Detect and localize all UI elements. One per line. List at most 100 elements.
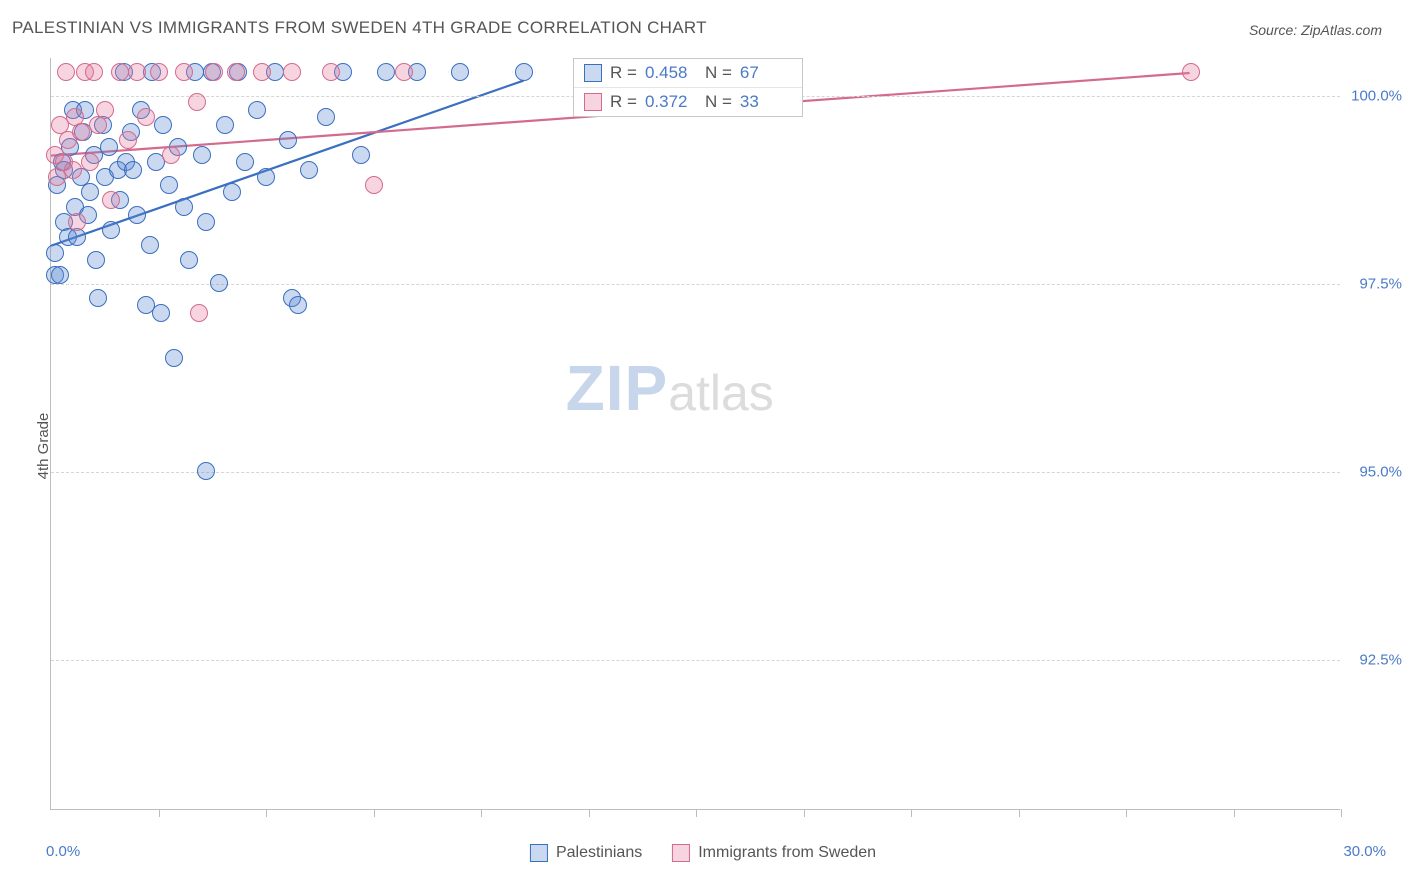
y-tick-label: 97.5% [1359, 275, 1402, 292]
scatter-point [283, 63, 301, 81]
x-tick [1126, 809, 1127, 817]
trend-lines [51, 58, 1340, 809]
scatter-point [89, 116, 107, 134]
gridline [51, 284, 1340, 285]
scatter-point [100, 138, 118, 156]
scatter-point [169, 138, 187, 156]
scatter-point [266, 63, 284, 81]
scatter-point [96, 101, 114, 119]
stat-n-label: N = [705, 63, 732, 83]
gridline [51, 472, 1340, 473]
scatter-point [74, 123, 92, 141]
scatter-point [515, 63, 533, 81]
scatter-point [59, 131, 77, 149]
scatter-point [175, 63, 193, 81]
scatter-point [124, 161, 142, 179]
scatter-point [64, 101, 82, 119]
scatter-point [137, 108, 155, 126]
scatter-point [152, 304, 170, 322]
scatter-point [51, 266, 69, 284]
y-tick-label: 100.0% [1351, 87, 1402, 104]
scatter-point [257, 168, 275, 186]
stat-n-value: 33 [740, 92, 792, 112]
scatter-point [150, 63, 168, 81]
scatter-point [248, 101, 266, 119]
stats-row: R =0.372N =33 [574, 87, 802, 116]
scatter-point [334, 63, 352, 81]
gridline [51, 660, 1340, 661]
scatter-point [162, 146, 180, 164]
scatter-point [51, 116, 69, 134]
scatter-point [352, 146, 370, 164]
scatter-point [283, 289, 301, 307]
x-axis-min-label: 0.0% [46, 843, 80, 860]
scatter-point [57, 63, 75, 81]
scatter-point [76, 63, 94, 81]
scatter-point [85, 63, 103, 81]
scatter-point [61, 138, 79, 156]
scatter-point [115, 63, 133, 81]
stat-r-label: R = [610, 92, 637, 112]
scatter-point [96, 168, 114, 186]
scatter-point [48, 176, 66, 194]
x-tick [696, 809, 697, 817]
series-swatch [584, 64, 602, 82]
scatter-point [111, 63, 129, 81]
watermark-atlas: atlas [668, 365, 774, 421]
x-tick [1341, 809, 1342, 817]
scatter-point [68, 228, 86, 246]
source-attribution: Source: ZipAtlas.com [1249, 22, 1382, 38]
scatter-point [81, 183, 99, 201]
scatter-point [81, 153, 99, 171]
legend-swatch [530, 844, 548, 862]
scatter-point [117, 153, 135, 171]
scatter-point [300, 161, 318, 179]
scatter-point [85, 146, 103, 164]
legend: Palestinians Immigrants from Sweden [530, 844, 876, 862]
scatter-point [160, 176, 178, 194]
scatter-point [229, 63, 247, 81]
stats-row: R =0.458N =67 [574, 59, 802, 87]
scatter-point [128, 63, 146, 81]
scatter-point [317, 108, 335, 126]
scatter-point [223, 183, 241, 201]
watermark-zip: ZIP [566, 352, 669, 424]
scatter-point [395, 63, 413, 81]
series-swatch [584, 93, 602, 111]
scatter-point [46, 244, 64, 262]
x-tick [374, 809, 375, 817]
scatter-point [205, 63, 223, 81]
scatter-point [79, 206, 97, 224]
plot-area: ZIPatlas 92.5%95.0%97.5%100.0%R =0.458N … [50, 58, 1340, 810]
correlation-stats-box: R =0.458N =67R =0.372N =33 [573, 58, 803, 117]
legend-label: Palestinians [556, 844, 642, 862]
scatter-point [143, 63, 161, 81]
x-tick [1234, 809, 1235, 817]
scatter-point [76, 101, 94, 119]
x-tick [266, 809, 267, 817]
scatter-point [365, 176, 383, 194]
scatter-point [236, 153, 254, 171]
scatter-point [68, 213, 86, 231]
scatter-point [377, 63, 395, 81]
scatter-point [64, 161, 82, 179]
legend-item: Palestinians [530, 844, 642, 862]
stat-r-label: R = [610, 63, 637, 83]
scatter-point [87, 251, 105, 269]
scatter-point [1182, 63, 1200, 81]
scatter-point [122, 123, 140, 141]
scatter-point [289, 296, 307, 314]
legend-item: Immigrants from Sweden [672, 844, 876, 862]
scatter-point [59, 228, 77, 246]
scatter-point [72, 168, 90, 186]
scatter-point [48, 168, 66, 186]
scatter-point [55, 153, 73, 171]
scatter-point [55, 161, 73, 179]
x-tick [589, 809, 590, 817]
stat-n-label: N = [705, 92, 732, 112]
stat-r-value: 0.458 [645, 63, 697, 83]
scatter-point [197, 213, 215, 231]
scatter-point [216, 116, 234, 134]
scatter-point [175, 198, 193, 216]
watermark: ZIPatlas [566, 351, 774, 425]
